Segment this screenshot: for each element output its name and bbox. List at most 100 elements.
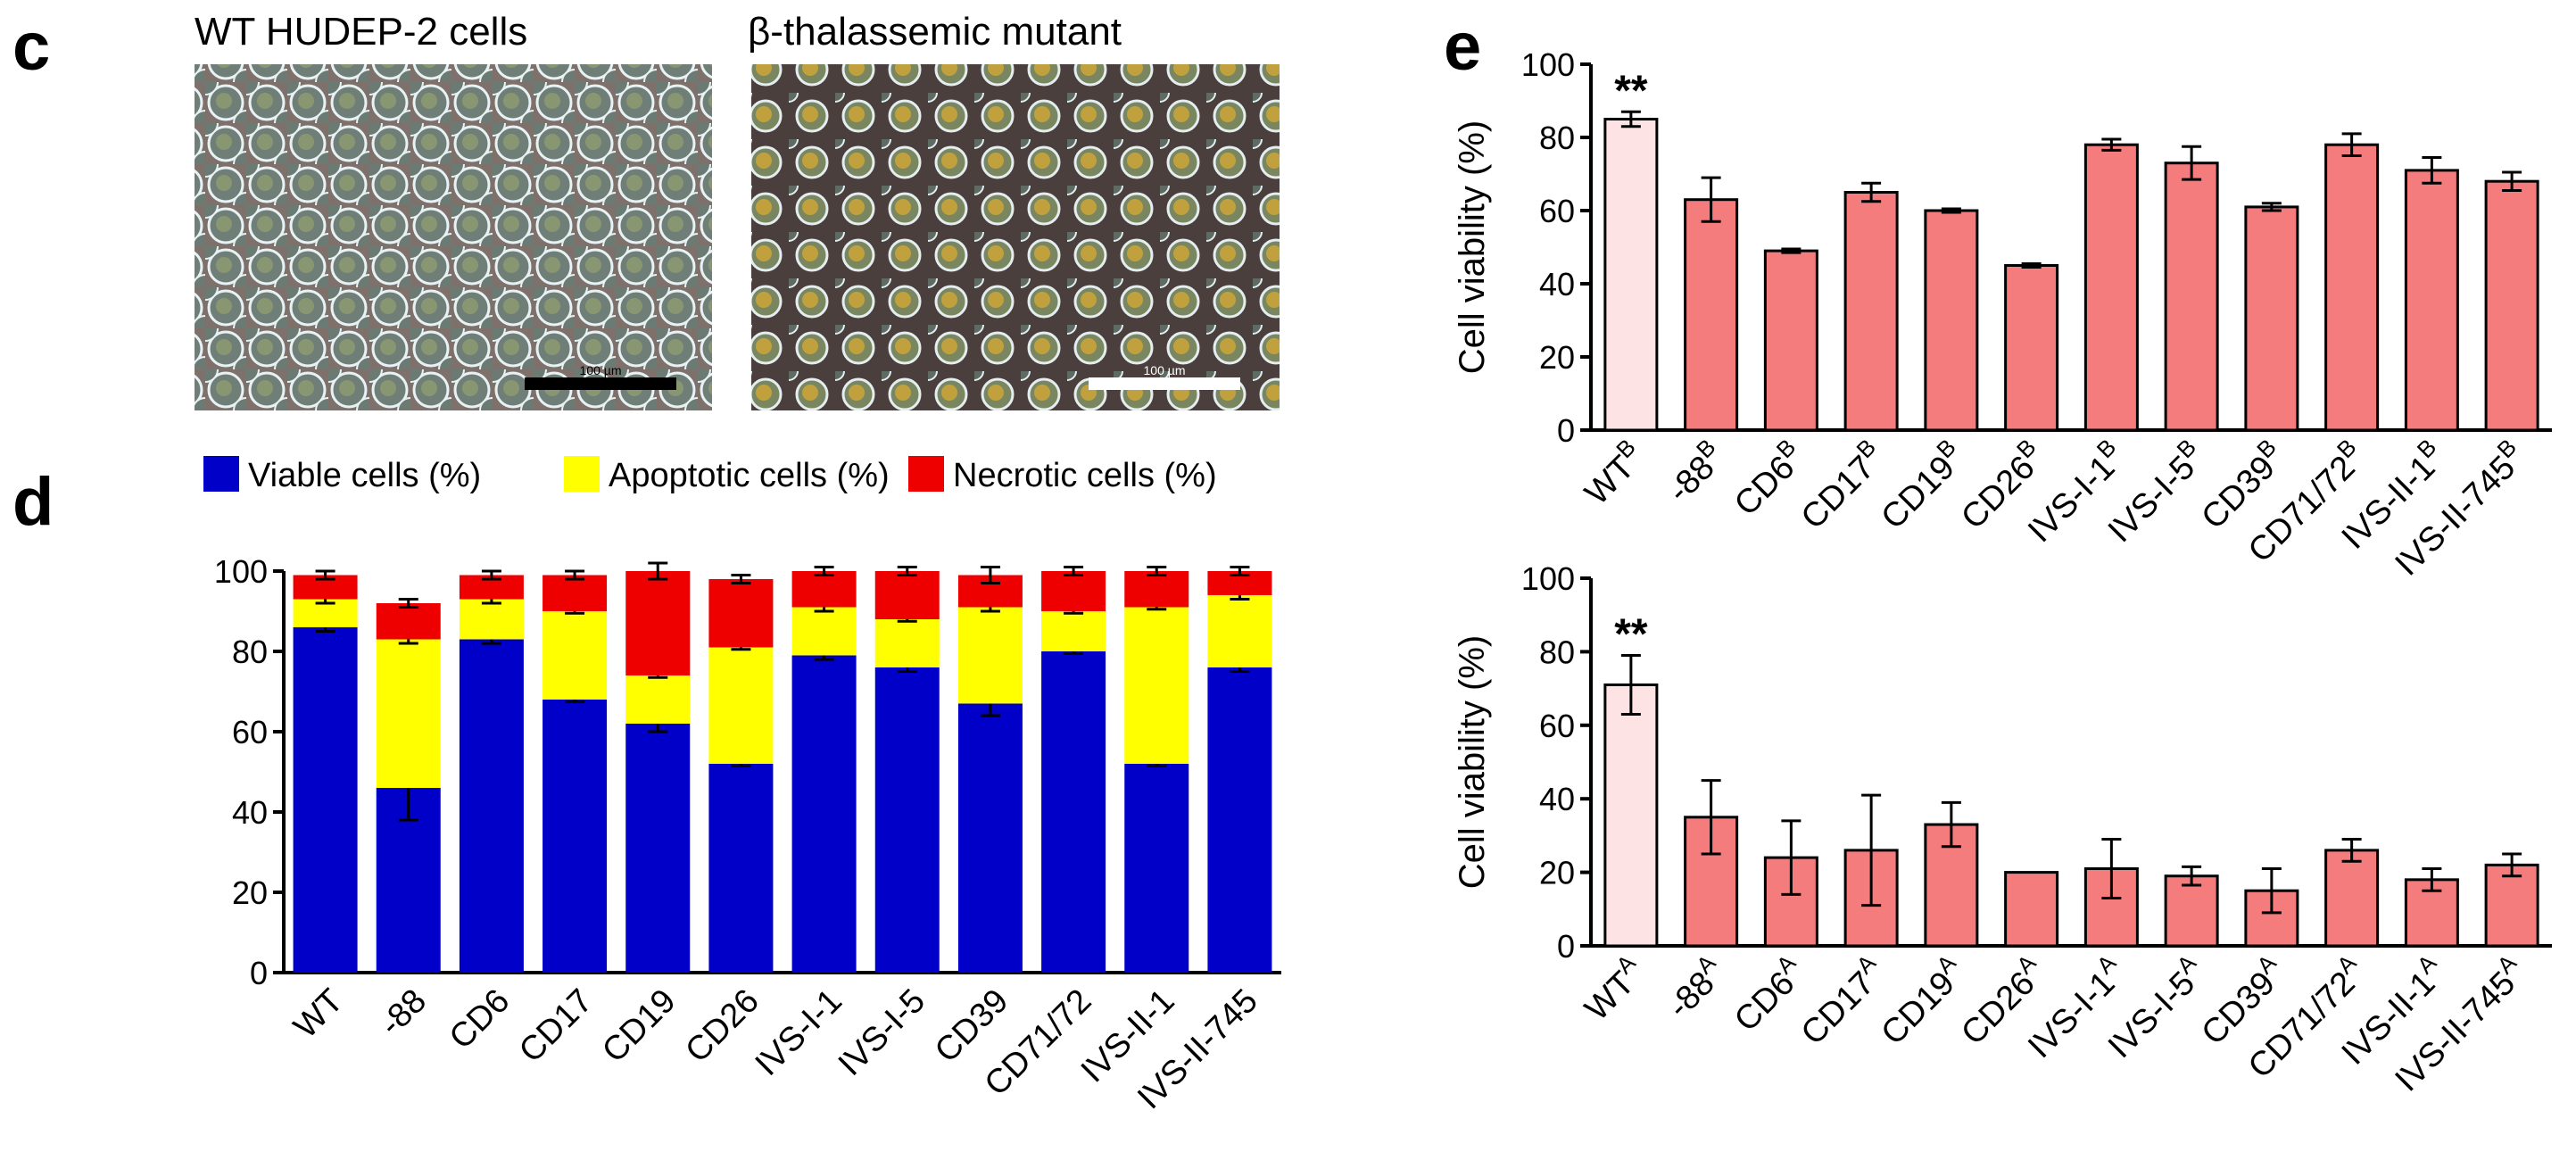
bar-e-bottom-cd19 — [1924, 823, 1979, 948]
e-top-ytick-label-100: 100 — [1521, 46, 1575, 83]
e-bottom-ytick-label-20: 20 — [1539, 855, 1575, 891]
e-bottom-ytick-label-100: 100 — [1521, 560, 1575, 597]
e-bottom-ylabel: Cell viability (%) — [1453, 635, 1492, 890]
bar-e-top-wt — [1603, 118, 1659, 432]
xtick-label-d-cd17: CD17 — [512, 982, 600, 1070]
bar-e-top-ivs-ii-745 — [2484, 179, 2539, 432]
bar-d-ivs-i-1-viable-cells — [791, 655, 857, 973]
xtick-label-d-cd6: CD6 — [443, 982, 517, 1056]
e-top-ytick-label-20: 20 — [1539, 339, 1575, 376]
d-ytick-label-80: 80 — [232, 634, 268, 670]
bar-d-wt-viable-cells — [293, 627, 358, 973]
bar-d-cd71-72-apoptotic-cells — [1041, 611, 1106, 651]
d-ytick-label-60: 60 — [232, 714, 268, 750]
bar-e-top-88 — [1684, 198, 1739, 432]
bar-d-cd6-apoptotic-cells — [459, 599, 524, 640]
scale-bar-wt-label: 100 µm — [580, 363, 622, 377]
d-ytick-label-100: 100 — [214, 553, 268, 590]
d-ytick-label-40: 40 — [232, 794, 268, 831]
panel-letter-e: e — [1444, 9, 1481, 85]
bar-d-ivs-ii-1-viable-cells — [1124, 764, 1189, 973]
bar-d-cd19-viable-cells — [625, 724, 691, 973]
legend-label-apoptotic-cells: Apoptotic cells (%) — [609, 457, 890, 494]
xtick-label-d-ivs-i-5: IVS-I-5 — [832, 982, 932, 1083]
xtick-label-d-cd19: CD19 — [595, 982, 683, 1070]
micrograph-wt-image — [195, 64, 712, 410]
legend-label-necrotic-cells: Necrotic cells (%) — [953, 457, 1217, 494]
xtick-label-e-bottom-cd19: CD19A — [1870, 949, 1974, 1052]
bar-e-top-cd6 — [1763, 249, 1818, 432]
bar-d-cd19-apoptotic-cells — [625, 675, 691, 724]
bar-e-bottom-wt — [1603, 683, 1659, 948]
bar-e-top-cd17 — [1843, 191, 1899, 432]
micrograph-title-mutant: β-thalassemic mutant — [748, 10, 1122, 54]
bar-d-ivs-ii-745-viable-cells — [1207, 667, 1272, 973]
e-top-ytick-label-0: 0 — [1557, 412, 1575, 449]
bar-d-ivs-ii-1-necrotic-cells — [1124, 571, 1189, 608]
xtick-label-e-top-cd17: CD17B — [1790, 434, 1893, 537]
bar-e-top-ivs-i-5 — [2164, 162, 2219, 432]
xtick-label-e-top-cd19: CD19B — [1870, 434, 1974, 537]
bar-e-top-ivs-ii-1 — [2404, 169, 2459, 432]
bar-e-bottom-cd71-72 — [2324, 849, 2380, 948]
bar-e-bottom-cd39 — [2244, 889, 2299, 948]
bar-chart-e-top: 0 20 40 60 80 100 Cell viability (%) ** WTB-88B C… — [1453, 46, 2552, 584]
e-bottom-ytick-label-60: 60 — [1539, 708, 1575, 744]
bar-d-cd39-viable-cells — [957, 703, 1023, 973]
bar-d-cd26-viable-cells — [708, 764, 774, 973]
bar-e-bottom-cd26 — [2004, 871, 2059, 948]
bar-e-top-cd71-72 — [2324, 143, 2380, 432]
bar-d-cd71-72-necrotic-cells — [1041, 571, 1106, 611]
xtick-label-d-wt: WT — [286, 982, 350, 1046]
bar-d-cd71-72-viable-cells — [1041, 651, 1106, 973]
e-top-significance-stars: ** — [1614, 67, 1648, 114]
scale-bar-mutant-label: 100 µm — [1144, 363, 1186, 377]
micrograph-mutant: 100 µm — [751, 64, 1280, 410]
bar-d-ivs-i-5-necrotic-cells — [874, 571, 940, 619]
xtick-label-e-bottom-88: -88A — [1656, 949, 1733, 1025]
bar-e-top-cd39 — [2244, 205, 2299, 432]
bar-d-ivs-i-1-apoptotic-cells — [791, 607, 857, 656]
legend-swatch-necrotic-cells — [908, 456, 944, 492]
bar-chart-e-bottom: 0 20 40 60 80 100 Cell viability (%) ** WTA-88A C… — [1453, 560, 2552, 1099]
bar-d-ivs-ii-745-apoptotic-cells — [1207, 595, 1272, 667]
panel-letter-c: c — [12, 9, 50, 85]
xtick-label-e-bottom-cd17: CD17A — [1790, 949, 1893, 1052]
bar-d-cd26-necrotic-cells — [708, 579, 774, 648]
d-ytick-label-0: 0 — [250, 955, 268, 991]
bar-d-ivs-i-5-viable-cells — [874, 667, 940, 973]
d-ytick-label-20: 20 — [232, 874, 268, 911]
xtick-label-e-top-88: -88B — [1656, 434, 1733, 510]
micrograph-mutant-image — [751, 64, 1280, 410]
bar-e-top-cd26 — [2004, 264, 2059, 432]
xtick-label-e-bottom-wt: WTA — [1574, 949, 1653, 1028]
e-bottom-ytick-label-80: 80 — [1539, 634, 1575, 670]
bar-d-ivs-ii-1-apoptotic-cells — [1124, 607, 1189, 764]
bar-e-top-ivs-i-1 — [2083, 143, 2139, 432]
xtick-label-d-88: -88 — [373, 982, 435, 1044]
bar-d-cd17-necrotic-cells — [543, 575, 608, 611]
bar-d-cd17-apoptotic-cells — [543, 611, 608, 700]
legend-swatch-viable-cells — [203, 456, 239, 492]
e-bottom-ytick-label-40: 40 — [1539, 781, 1575, 817]
e-bottom-significance-stars: ** — [1614, 611, 1648, 659]
bar-d-cd26-apoptotic-cells — [708, 647, 774, 764]
stacked-bar-chart-d: 0 20 40 60 80 100 Viable cells (%) Apoptotic ce… — [203, 456, 1281, 1116]
legend-label-viable-cells: Viable cells (%) — [248, 457, 481, 494]
e-top-ytick-label-40: 40 — [1539, 266, 1575, 302]
e-bottom-ytick-label-0: 0 — [1557, 928, 1575, 965]
scale-bar-mutant — [1089, 377, 1240, 390]
bar-d-cd6-viable-cells — [459, 639, 524, 973]
bar-d-cd39-apoptotic-cells — [957, 607, 1023, 704]
xtick-label-e-top-wt: WTB — [1574, 434, 1653, 513]
bar-e-bottom-ivs-ii-745 — [2484, 863, 2539, 948]
e-top-ylabel: Cell viability (%) — [1453, 120, 1492, 375]
e-top-ytick-label-80: 80 — [1539, 120, 1575, 156]
bar-d-88-necrotic-cells — [376, 603, 441, 640]
micrograph-wt: 100 µm — [195, 64, 712, 410]
bar-d-cd19-necrotic-cells — [625, 571, 691, 675]
e-top-ytick-label-60: 60 — [1539, 193, 1575, 229]
bar-d-ivs-i-5-apoptotic-cells — [874, 619, 940, 667]
bar-d-ivs-i-1-necrotic-cells — [791, 571, 857, 608]
